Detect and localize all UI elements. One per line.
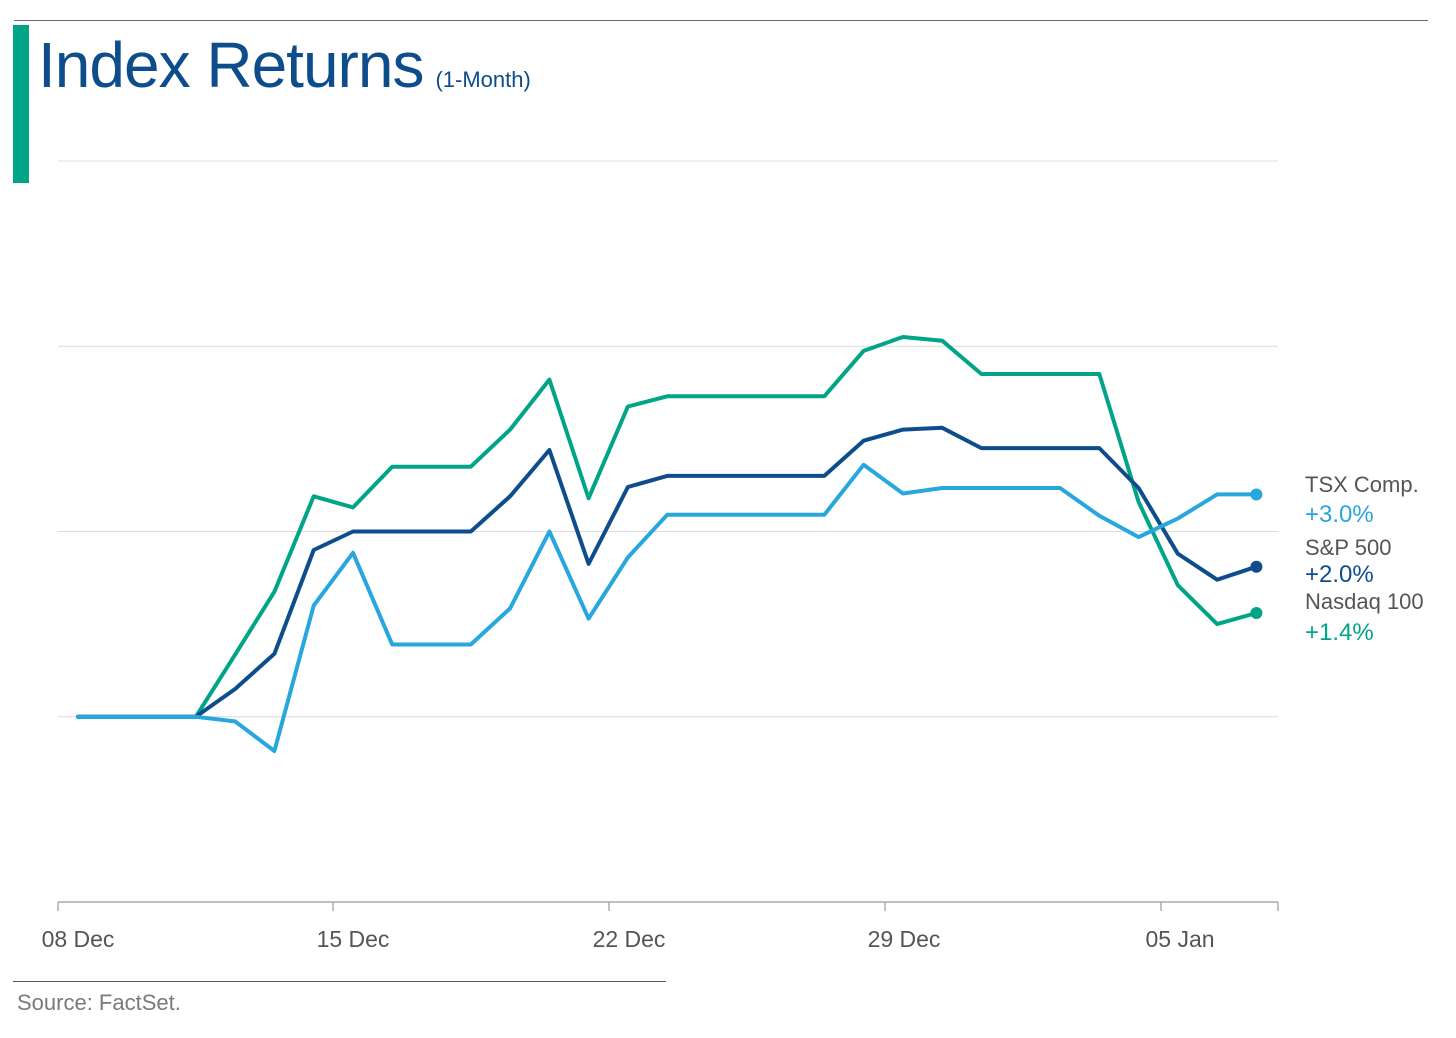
top-rule [14, 20, 1428, 21]
series-name-label: S&P 500 [1305, 535, 1391, 560]
gridlines [58, 160, 1278, 718]
bottom-rule [13, 981, 666, 982]
series-line [76, 462, 1259, 753]
series-value-label: +3.0% [1305, 501, 1374, 528]
series-name-label: Nasdaq 100 [1305, 589, 1424, 614]
source-note: Source: FactSet. [17, 990, 181, 1015]
series-line [76, 335, 1259, 719]
end-labels: TSX Comp. +3.0% S&P 500+2.0%Nasdaq 100 +1.4… [1305, 472, 1424, 646]
series-value-label: +2.0% [1305, 561, 1374, 588]
series-value-label: +1.4% [1305, 619, 1374, 646]
x-axis: 08 Dec 15 Dec 22 Dec 29 Dec 05 Jan [42, 901, 1279, 952]
x-tick-label: 15 Dec [317, 926, 390, 952]
x-tick-label: 05 Jan [1145, 926, 1214, 952]
x-tick-label: 29 Dec [868, 926, 941, 952]
title-block: Index Returns (1-Month) [38, 28, 531, 102]
series-lines [76, 335, 1263, 753]
chart-title: Index Returns [38, 29, 424, 101]
x-tick-label: 08 Dec [42, 926, 115, 952]
series-end-dot [1250, 607, 1263, 620]
chart-subtitle: (1-Month) [435, 67, 531, 92]
series-end-dot [1250, 560, 1263, 573]
series-line [76, 425, 1259, 719]
x-tick-label: 22 Dec [593, 926, 666, 952]
series-end-dot [1250, 488, 1263, 501]
accent-bar [13, 25, 29, 183]
series-name-label: TSX Comp. [1305, 472, 1419, 497]
